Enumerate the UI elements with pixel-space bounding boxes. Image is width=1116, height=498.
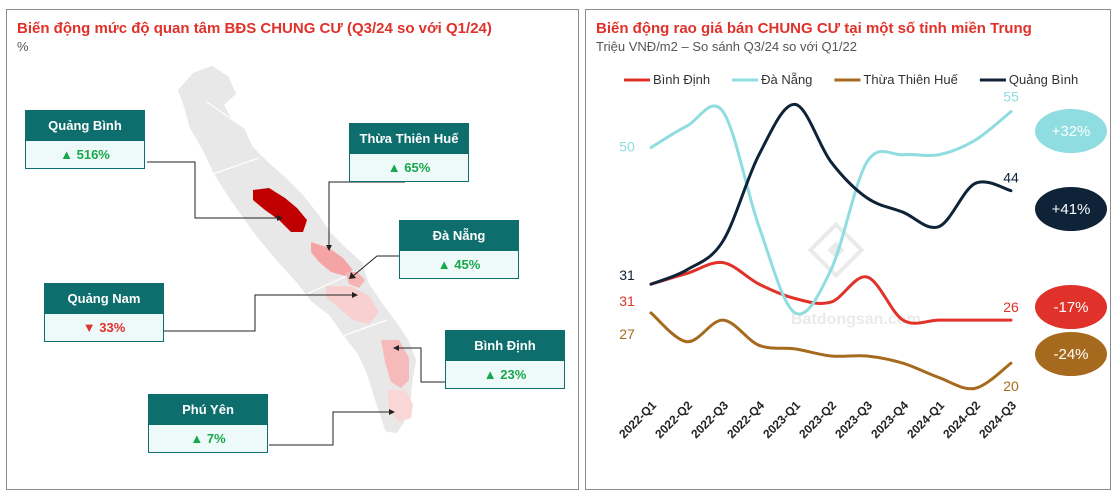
legend-label-binh-dinh: Bình Định bbox=[653, 72, 710, 87]
connector-binh-dinh bbox=[399, 347, 445, 383]
watermark-text: Batdongsan.com bbox=[791, 311, 921, 328]
region-name-thua-thien-hue: Thừa Thiên Huế bbox=[350, 124, 468, 154]
change-badge-text-binh-dinh: -17% bbox=[1053, 299, 1088, 316]
region-box-thua-thien-hue: Thừa Thiên Huế ▲ 65% bbox=[349, 123, 469, 182]
x-tick-2022-q1: 2022-Q1 bbox=[616, 398, 659, 441]
end-label-binh-dinh: 26 bbox=[1003, 299, 1019, 315]
region-value-da-nang: ▲ 45% bbox=[400, 251, 518, 278]
region-box-quang-nam: Quảng Nam ▼ 33% bbox=[44, 283, 164, 342]
line-chart: Batdongsan.com Bình Định Đà Nẵng Thừa Thiê… bbox=[616, 72, 1107, 441]
end-label-da-nang: 55 bbox=[1003, 89, 1019, 105]
region-name-quang-binh: Quảng Bình bbox=[26, 111, 144, 141]
arrowhead-binh-dinh bbox=[393, 345, 399, 351]
province-phu-yen bbox=[387, 390, 413, 422]
watermark: Batdongsan.com bbox=[791, 221, 921, 328]
series-lines bbox=[649, 102, 1013, 391]
change-badge-binh-dinh bbox=[1035, 285, 1107, 329]
arrowhead-quang-binh bbox=[277, 215, 283, 221]
start-label-quang-binh: 31 bbox=[619, 267, 635, 283]
arrowhead-quang-nam bbox=[352, 292, 358, 298]
change-badge-text-da-nang: +32% bbox=[1052, 123, 1091, 140]
x-tick-2024-q2: 2024-Q2 bbox=[940, 398, 983, 441]
x-tick-2023-q1: 2023-Q1 bbox=[760, 398, 803, 441]
x-tick-2022-q4: 2022-Q4 bbox=[724, 398, 767, 441]
series-line-thua-thien-hue bbox=[649, 311, 1013, 391]
region-box-quang-binh: Quảng Bình ▲ 516% bbox=[25, 110, 145, 169]
x-tick-2023-q4: 2023-Q4 bbox=[868, 398, 911, 441]
change-badges: -17% +32% -24% +41% bbox=[1035, 109, 1107, 376]
x-tick-2022-q3: 2022-Q3 bbox=[688, 398, 731, 441]
series-labels: 31 26 50 55 27 20 31 44 bbox=[619, 89, 1019, 395]
left-panel-unit: % bbox=[17, 39, 29, 54]
change-badge-da-nang bbox=[1035, 109, 1107, 153]
end-label-thua-thien-hue: 20 bbox=[1003, 378, 1019, 394]
x-tick-2024-q1: 2024-Q1 bbox=[904, 398, 947, 441]
connector-phu-yen bbox=[269, 411, 389, 446]
x-tick-2023-q3: 2023-Q3 bbox=[832, 398, 875, 441]
region-box-binh-dinh: Bình Định ▲ 23% bbox=[445, 330, 565, 389]
chart-title: Biến động rao giá bán CHUNG CƯ tại một s… bbox=[596, 20, 1032, 37]
price-chart-panel: Biến động rao giá bán CHUNG CƯ tại một s… bbox=[585, 9, 1111, 490]
legend-label-quang-binh: Quảng Bình bbox=[1009, 72, 1078, 87]
legend-label-da-nang: Đà Nẵng bbox=[761, 72, 812, 87]
series-line-quang-binh bbox=[649, 102, 1013, 286]
left-panel-title: Biến động mức độ quan tâm BĐS CHUNG CƯ (… bbox=[17, 20, 492, 37]
region-name-da-nang: Đà Nẵng bbox=[400, 221, 518, 251]
region-name-quang-nam: Quảng Nam bbox=[45, 284, 163, 314]
arrowhead-da-nang bbox=[349, 272, 356, 279]
connector-quang-nam bbox=[163, 294, 352, 332]
chart-legend: Bình Định Đà Nẵng Thừa Thiên Huế Quảng Bình bbox=[624, 72, 1078, 87]
change-badge-text-quang-binh: +41% bbox=[1052, 201, 1091, 218]
region-value-quang-binh: ▲ 516% bbox=[26, 141, 144, 168]
start-label-da-nang: 50 bbox=[619, 139, 635, 155]
change-badge-text-thua-thien-hue: -24% bbox=[1053, 346, 1088, 363]
province-binh-dinh bbox=[381, 340, 409, 388]
region-box-phu-yen: Phú Yên ▲ 7% bbox=[148, 394, 268, 453]
province-border-1 bbox=[206, 101, 234, 121]
x-tick-2022-q2: 2022-Q2 bbox=[652, 398, 695, 441]
series-line-binh-dinh bbox=[649, 260, 1013, 325]
connector-quang-binh bbox=[147, 161, 277, 219]
region-box-da-nang: Đà Nẵng ▲ 45% bbox=[399, 220, 519, 279]
x-axis-ticks: 2022-Q12022-Q22022-Q32022-Q42023-Q12023-… bbox=[616, 398, 1019, 441]
series-line-da-nang bbox=[649, 104, 1013, 316]
start-label-thua-thien-hue: 27 bbox=[619, 326, 635, 342]
region-value-phu-yen: ▲ 7% bbox=[149, 425, 267, 452]
region-value-quang-nam: ▼ 33% bbox=[45, 314, 163, 341]
legend-label-thua-thien-hue: Thừa Thiên Huế bbox=[863, 72, 958, 87]
arrowhead-hue bbox=[326, 245, 332, 251]
central-vietnam-map bbox=[147, 64, 445, 446]
region-value-binh-dinh: ▲ 23% bbox=[446, 361, 564, 388]
arrowhead-phu-yen bbox=[389, 409, 395, 415]
region-name-binh-dinh: Bình Định bbox=[446, 331, 564, 361]
chart-subtitle: Triệu VNĐ/m2 – So sánh Q3/24 so với Q1/2… bbox=[596, 39, 857, 54]
region-name-phu-yen: Phú Yên bbox=[149, 395, 267, 425]
end-label-quang-binh: 44 bbox=[1003, 170, 1019, 186]
interest-map-panel: Biến động mức độ quan tâm BĐS CHUNG CƯ (… bbox=[6, 9, 579, 490]
x-tick-2023-q2: 2023-Q2 bbox=[796, 398, 839, 441]
change-badge-thua-thien-hue bbox=[1035, 332, 1107, 376]
province-border-4 bbox=[342, 319, 388, 337]
central-region-outline bbox=[176, 64, 418, 435]
province-quang-binh bbox=[253, 188, 307, 232]
connector-hue bbox=[328, 181, 405, 245]
start-label-binh-dinh: 31 bbox=[619, 293, 635, 309]
province-border-2 bbox=[212, 157, 260, 175]
x-tick-2024-q3: 2024-Q3 bbox=[976, 398, 1019, 441]
province-thua-thien-hue bbox=[311, 242, 353, 276]
region-value-thua-thien-hue: ▲ 65% bbox=[350, 154, 468, 181]
change-badge-quang-binh bbox=[1035, 187, 1107, 231]
